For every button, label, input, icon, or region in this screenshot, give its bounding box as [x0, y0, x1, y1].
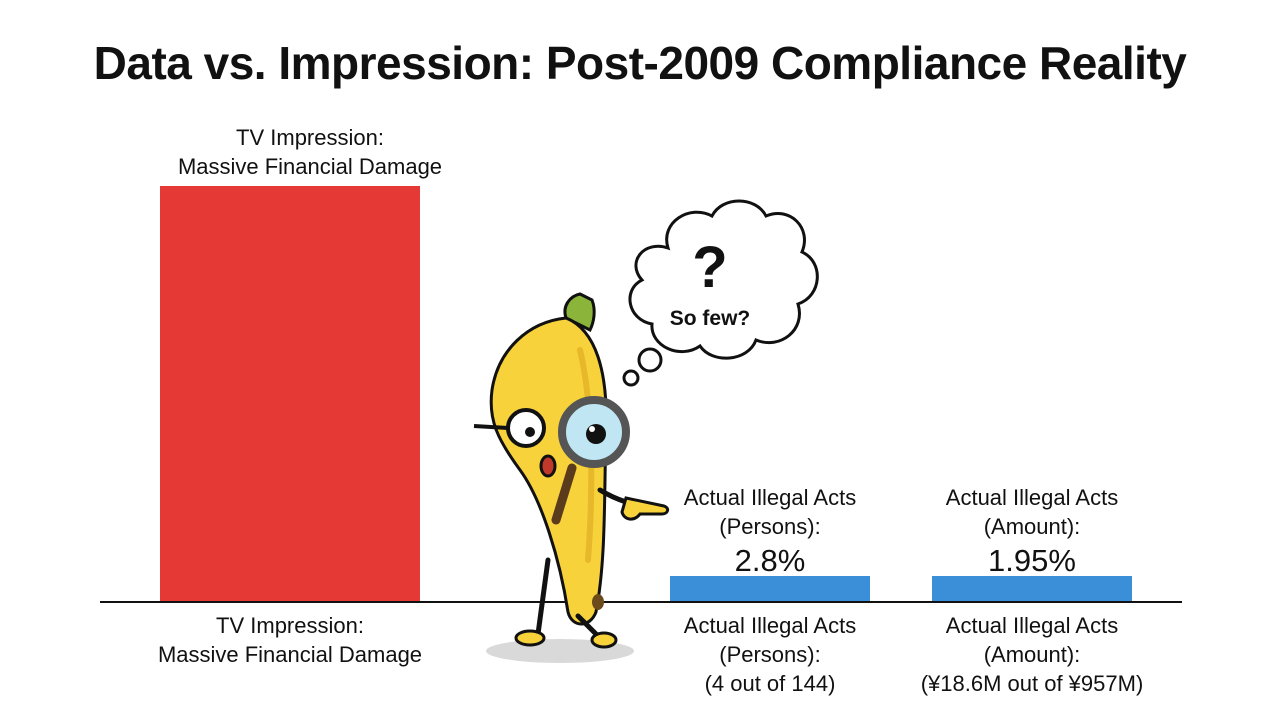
bar-top-label-line2: (Amount):	[983, 514, 1081, 539]
page-title: Data vs. Impression: Post-2009 Complianc…	[93, 37, 1187, 89]
bar-value-label-amount: 1.95%	[988, 543, 1076, 578]
category-label-tv-impression: TV Impression: Massive Financial Damage	[130, 611, 450, 669]
bar-top-label-persons: Actual Illegal Acts (Persons): 2.8%	[660, 483, 880, 581]
category-label-line3: (¥18.6M out of ¥957M)	[920, 671, 1144, 696]
bar-tv-impression	[160, 186, 420, 601]
bars-layer	[160, 186, 1132, 601]
bar-top-label-line1: Actual Illegal Acts	[945, 485, 1119, 510]
bar-actual-persons	[670, 576, 870, 601]
bar-top-label-amount: Actual Illegal Acts (Amount): 1.95%	[922, 483, 1142, 581]
category-label-line1: Actual Illegal Acts	[945, 613, 1119, 638]
category-label-line3: (4 out of 144)	[704, 671, 836, 696]
bar-top-label-line1: TV Impression:	[236, 125, 384, 150]
category-label-line1: TV Impression:	[216, 613, 364, 638]
category-label-line2: Massive Financial Damage	[157, 642, 423, 667]
bar-actual-amount	[932, 576, 1132, 601]
bar-top-label-line2: (Persons):	[719, 514, 821, 539]
thought-text: So few?	[669, 307, 751, 330]
category-label-line1: Actual Illegal Acts	[683, 613, 857, 638]
thought-question-mark: ?	[692, 235, 728, 300]
category-label-line2: (Amount):	[983, 642, 1081, 667]
category-label-line2: (Persons):	[719, 642, 821, 667]
bar-value-label-persons: 2.8%	[734, 543, 806, 578]
category-label-persons: Actual Illegal Acts (Persons): (4 out of…	[650, 611, 890, 698]
bar-top-label-line1: Actual Illegal Acts	[683, 485, 857, 510]
category-label-amount: Actual Illegal Acts (Amount): (¥18.6M ou…	[892, 611, 1172, 698]
bar-top-label-line2: Massive Financial Damage	[177, 154, 443, 179]
bar-top-label-tv-impression: TV Impression: Massive Financial Damage	[160, 123, 460, 181]
